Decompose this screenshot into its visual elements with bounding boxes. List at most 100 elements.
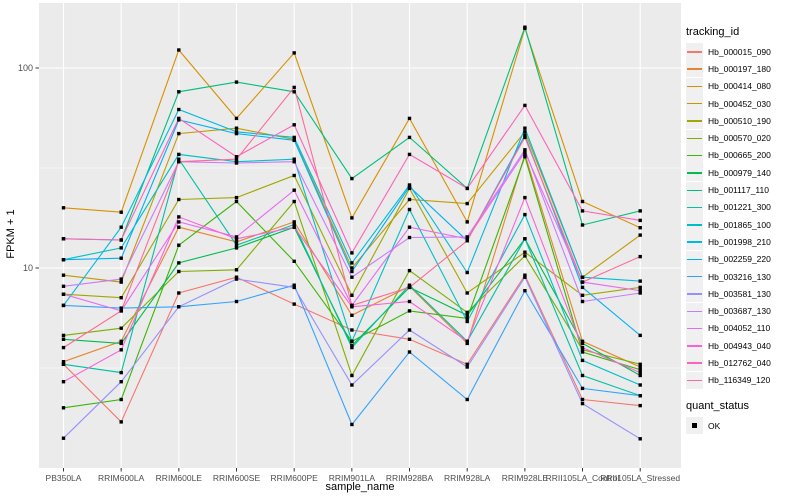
data-point bbox=[234, 157, 239, 161]
data-point bbox=[350, 251, 354, 255]
legend-entry-label: Hb_001998_210 bbox=[708, 236, 771, 247]
legend-entry-Hb_003687_130[interactable]: Hb_003687_130 bbox=[686, 302, 798, 320]
data-point bbox=[234, 243, 239, 247]
data-point bbox=[350, 339, 354, 343]
legend-key-swatch bbox=[686, 354, 703, 372]
data-point bbox=[638, 394, 642, 398]
legend-entry-Hb_116349_120[interactable]: Hb_116349_120 bbox=[686, 371, 798, 389]
legend-entry-Hb_002259_220[interactable]: Hb_002259_220 bbox=[686, 250, 798, 268]
legend-entry-label: Hb_001221_300 bbox=[708, 202, 771, 213]
legend-entry-label: Hb_000452_030 bbox=[708, 98, 771, 109]
data-point bbox=[119, 246, 123, 250]
data-point bbox=[638, 333, 642, 338]
data-point bbox=[523, 155, 527, 159]
legend-line-icon bbox=[687, 172, 702, 174]
legend-line-icon bbox=[687, 103, 702, 105]
data-point bbox=[523, 237, 527, 241]
data-point bbox=[350, 275, 354, 279]
legend-line-icon bbox=[687, 137, 702, 140]
data-point bbox=[234, 155, 239, 159]
data-point bbox=[350, 313, 354, 317]
legend-line-icon bbox=[687, 276, 702, 278]
legend-entry-Hb_003216_130[interactable]: Hb_003216_130 bbox=[686, 268, 798, 285]
data-point bbox=[350, 216, 354, 220]
data-point bbox=[523, 150, 527, 154]
legend-entry-Hb_000197_180[interactable]: Hb_000197_180 bbox=[686, 60, 798, 78]
data-point bbox=[580, 348, 585, 352]
legend-entry-Hb_004052_110[interactable]: Hb_004052_110 bbox=[686, 319, 798, 337]
legend-entry-label: Hb_003687_130 bbox=[708, 306, 771, 317]
data-point bbox=[523, 212, 527, 217]
data-point bbox=[465, 270, 469, 275]
data-point bbox=[234, 299, 239, 304]
legend-entry-label: Hb_002259_220 bbox=[708, 254, 771, 265]
data-point bbox=[119, 348, 123, 352]
data-point bbox=[119, 370, 123, 375]
data-point bbox=[61, 436, 66, 440]
data-point bbox=[119, 420, 123, 424]
legend-entry-Hb_000510_190[interactable]: Hb_000510_190 bbox=[686, 112, 798, 130]
data-point bbox=[177, 157, 181, 161]
legend-entry-Hb_001117_110[interactable]: Hb_001117_110 bbox=[686, 181, 798, 199]
data-point bbox=[638, 368, 642, 372]
legend-line-icon bbox=[687, 68, 702, 70]
data-point bbox=[350, 345, 354, 350]
data-point bbox=[61, 345, 66, 350]
data-point bbox=[580, 345, 585, 350]
legend-entry-Hb_000452_030[interactable]: Hb_000452_030 bbox=[686, 95, 798, 113]
data-point bbox=[465, 397, 469, 402]
legend-entry-Hb_000414_080[interactable]: Hb_000414_080 bbox=[686, 77, 798, 95]
legend-entry-label: Hb_012762_040 bbox=[708, 357, 771, 368]
x-tick-label: RRIM600LE bbox=[156, 473, 203, 483]
data-point bbox=[638, 362, 642, 366]
ok-marker-key bbox=[686, 417, 703, 435]
x-tick-label: RRIM600PE bbox=[271, 473, 319, 483]
data-point bbox=[234, 237, 239, 241]
data-point bbox=[177, 243, 181, 247]
legend-entry-Hb_000665_200[interactable]: Hb_000665_200 bbox=[686, 146, 798, 164]
data-point bbox=[580, 397, 585, 402]
legend-entry-quant-ok[interactable]: OK bbox=[686, 417, 798, 435]
data-point bbox=[234, 240, 239, 244]
data-point bbox=[638, 383, 642, 387]
legend-line-icon bbox=[687, 206, 702, 209]
legend-entry-Hb_004943_040[interactable]: Hb_004943_040 bbox=[686, 337, 798, 355]
data-point bbox=[350, 293, 354, 297]
legend-key-swatch bbox=[686, 112, 703, 130]
x-tick-label: RRII105LA_Control bbox=[546, 473, 620, 483]
legend-entry-label: Hb_000197_180 bbox=[708, 63, 771, 74]
data-point bbox=[350, 303, 354, 308]
data-point bbox=[638, 233, 642, 237]
legend-entry-Hb_001865_100[interactable]: Hb_001865_100 bbox=[686, 216, 798, 234]
x-axis-title: sample_name bbox=[325, 481, 395, 493]
x-tick-label: RRIM901LA bbox=[329, 473, 376, 483]
legend-entry-Hb_001221_300[interactable]: Hb_001221_300 bbox=[686, 198, 798, 216]
data-point bbox=[119, 397, 123, 402]
data-point bbox=[177, 48, 181, 52]
legend-entry-Hb_003581_130[interactable]: Hb_003581_130 bbox=[686, 285, 798, 303]
data-point bbox=[61, 284, 66, 288]
legend-entry-Hb_000979_140[interactable]: Hb_000979_140 bbox=[686, 164, 798, 182]
data-point bbox=[580, 373, 585, 378]
data-point bbox=[119, 309, 123, 313]
legend-entry-Hb_000570_020[interactable]: Hb_000570_020 bbox=[686, 129, 798, 147]
data-point bbox=[465, 313, 469, 317]
data-point bbox=[523, 289, 527, 293]
legend-line-icon bbox=[687, 241, 702, 243]
data-point bbox=[177, 305, 181, 309]
data-point bbox=[119, 225, 123, 229]
data-point bbox=[119, 210, 123, 214]
data-point bbox=[292, 225, 296, 229]
legend-key-swatch bbox=[686, 319, 703, 337]
data-point bbox=[523, 273, 527, 277]
data-point bbox=[407, 197, 412, 202]
legend-entry-Hb_001998_210[interactable]: Hb_001998_210 bbox=[686, 233, 798, 251]
data-point bbox=[234, 161, 239, 165]
data-point bbox=[523, 254, 527, 258]
legend-entry-Hb_012762_040[interactable]: Hb_012762_040 bbox=[686, 354, 798, 372]
legend-line-icon bbox=[687, 327, 702, 330]
data-point bbox=[523, 148, 527, 152]
legend-entry-Hb_000015_090[interactable]: Hb_000015_090 bbox=[686, 43, 798, 61]
data-point bbox=[523, 135, 527, 140]
data-point bbox=[119, 296, 123, 300]
